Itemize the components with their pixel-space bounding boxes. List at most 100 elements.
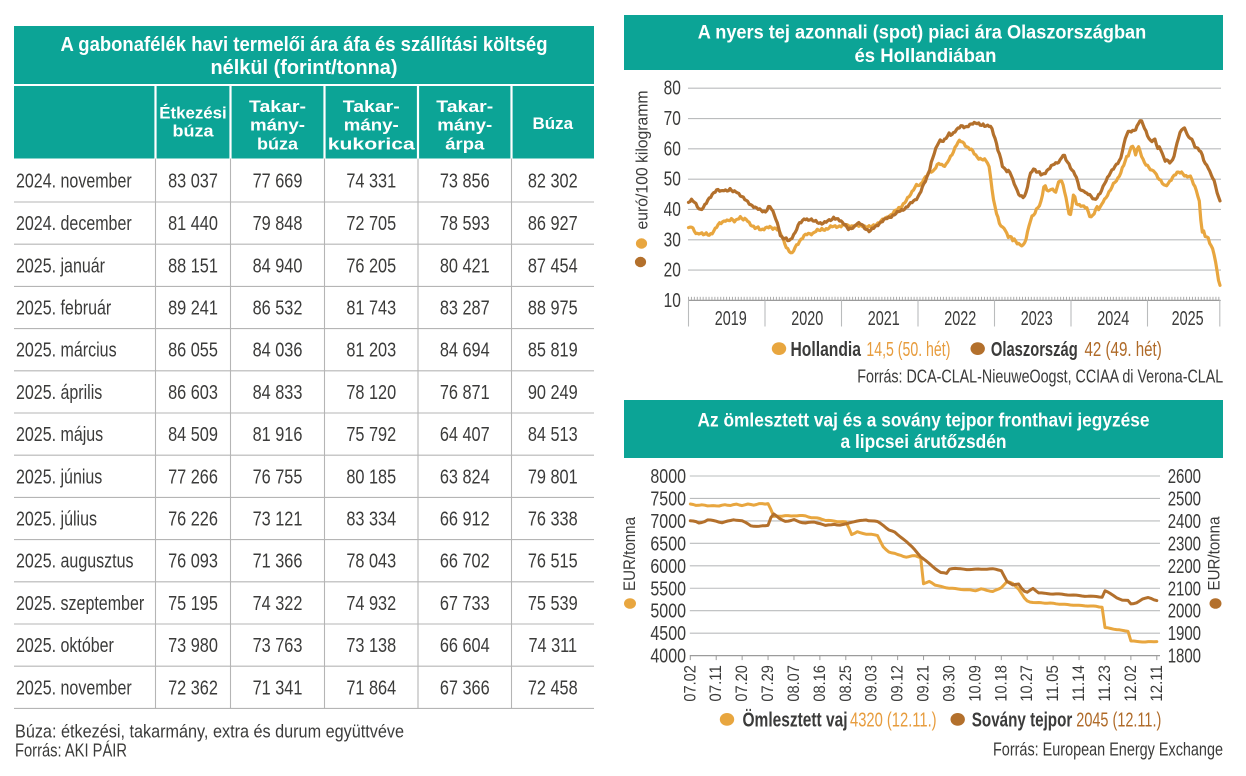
svg-text:2025. november: 2025. november [16,677,132,699]
svg-text:a lipcsei árutőzsdén: a lipcsei árutőzsdén [841,431,1007,453]
svg-text:84 513: 84 513 [528,424,578,446]
svg-text:76 515: 76 515 [528,551,578,573]
svg-text:2025. március: 2025. március [16,340,117,362]
svg-text:2045 (12.11.): 2045 (12.11.) [1076,710,1161,732]
svg-text:Az ömlesztett vaj és a sovány: Az ömlesztett vaj és a sovány tejpor fro… [698,410,1150,432]
svg-text:78 120: 78 120 [346,382,396,404]
svg-text:Sovány tejpor: Sovány tejpor [972,710,1073,732]
svg-text:71 864: 71 864 [346,677,396,699]
svg-text:08.07: 08.07 [784,665,803,702]
svg-text:09.12: 09.12 [888,665,907,702]
svg-text:11.23: 11.23 [1095,665,1114,702]
svg-text:2024. november: 2024. november [16,170,132,192]
svg-text:73 763: 73 763 [253,635,303,657]
svg-text:8000: 8000 [650,466,686,488]
svg-text:81 743: 81 743 [346,298,396,320]
svg-text:12.11: 12.11 [1147,665,1166,702]
svg-text:86 055: 86 055 [168,340,218,362]
svg-text:60: 60 [664,138,681,160]
svg-text:4000: 4000 [650,646,686,668]
svg-text:75 792: 75 792 [346,424,396,446]
svg-text:10.27: 10.27 [1017,665,1036,702]
svg-text:10: 10 [664,290,681,312]
svg-text:Forrás: DCA-CLAL-NieuweOogst,: Forrás: DCA-CLAL-NieuweOogst, CCIAA di V… [857,366,1223,387]
svg-text:66 604: 66 604 [440,635,490,657]
svg-text:2025. október: 2025. október [16,635,114,657]
svg-text:09.30: 09.30 [939,665,958,702]
svg-text:72 458: 72 458 [528,677,578,699]
svg-text:2024: 2024 [1097,308,1129,330]
svg-text:83 334: 83 334 [346,509,396,531]
svg-text:08.25: 08.25 [836,665,855,702]
svg-text:64 407: 64 407 [440,424,490,446]
svg-text:78 043: 78 043 [346,551,396,573]
svg-text:86 603: 86 603 [168,382,218,404]
svg-text:82 302: 82 302 [528,170,578,192]
svg-text:87 454: 87 454 [528,255,578,277]
svg-text:73 980: 73 980 [168,635,218,657]
svg-text:81 440: 81 440 [168,213,218,235]
svg-text:73 856: 73 856 [440,170,490,192]
svg-text:84 940: 84 940 [253,255,303,277]
svg-text:kukorica: kukorica [328,134,416,153]
svg-text:2500: 2500 [1168,488,1201,510]
svg-text:Ömlesztett vaj: Ömlesztett vaj [743,709,848,732]
svg-text:Takar-: Takar- [436,97,493,116]
svg-text:nélkül (forint/tonna): nélkül (forint/tonna) [211,57,398,79]
svg-text:30: 30 [664,229,681,251]
svg-text:85 819: 85 819 [528,340,578,362]
svg-text:2025. április: 2025. április [16,382,102,404]
svg-text:76 755: 76 755 [253,466,303,488]
svg-text:Takar-: Takar- [343,97,400,116]
svg-text:77 669: 77 669 [253,170,303,192]
svg-text:81 916: 81 916 [253,424,303,446]
svg-text:86 532: 86 532 [253,298,303,320]
svg-text:72 362: 72 362 [168,677,218,699]
svg-text:1900: 1900 [1168,623,1201,645]
svg-text:90 249: 90 249 [528,382,578,404]
svg-text:74 932: 74 932 [346,593,396,615]
svg-text:árpa: árpa [445,134,485,153]
svg-text:63 824: 63 824 [440,466,490,488]
svg-text:Olaszország: Olaszország [991,339,1078,361]
svg-text:2025. január: 2025. január [16,255,105,277]
svg-text:67 733: 67 733 [440,593,490,615]
svg-text:11.14: 11.14 [1069,665,1088,702]
svg-text:7000: 7000 [650,511,686,533]
svg-text:Búza: Búza [533,114,574,133]
svg-text:86 927: 86 927 [528,213,578,235]
svg-text:10.18: 10.18 [991,665,1010,702]
svg-text:5000: 5000 [650,601,686,623]
svg-text:75 195: 75 195 [168,593,218,615]
svg-text:79 801: 79 801 [528,466,578,488]
svg-text:mány-: mány- [250,116,305,135]
svg-text:80 421: 80 421 [440,255,490,277]
svg-text:2300: 2300 [1168,533,1201,555]
svg-text:07.02: 07.02 [680,665,699,702]
svg-text:mány-: mány- [437,116,492,135]
svg-text:10.09: 10.09 [965,665,984,702]
svg-text:2025. február: 2025. február [16,298,111,320]
svg-text:79 848: 79 848 [253,213,303,235]
svg-text:2025: 2025 [1172,308,1204,330]
svg-text:81 203: 81 203 [346,340,396,362]
svg-text:66 912: 66 912 [440,509,490,531]
svg-text:Forrás: AKI PÁIR: Forrás: AKI PÁIR [15,741,127,761]
svg-text:Búza: étkezési, takarmány, ext: Búza: étkezési, takarmány, extra és duru… [15,722,404,742]
svg-text:70: 70 [664,108,681,130]
svg-text:08.16: 08.16 [810,665,829,702]
svg-text:77 266: 77 266 [168,466,218,488]
svg-text:A gabonafélék havi termelői ár: A gabonafélék havi termelői ára áfa és s… [61,34,548,56]
svg-text:73 121: 73 121 [253,509,303,531]
svg-text:84 509: 84 509 [168,424,218,446]
svg-text:72 705: 72 705 [346,213,396,235]
svg-text:Forrás: European Energy Exchan: Forrás: European Energy Exchange [993,739,1223,760]
svg-text:76 338: 76 338 [528,509,578,531]
svg-text:50: 50 [664,169,681,191]
svg-text:76 871: 76 871 [440,382,490,404]
svg-text:84 833: 84 833 [253,382,303,404]
svg-text:09.21: 09.21 [914,665,933,702]
svg-text:Hollandia: Hollandia [791,339,862,361]
svg-text:2021: 2021 [868,308,900,330]
svg-text:2025. május: 2025. május [16,424,103,446]
